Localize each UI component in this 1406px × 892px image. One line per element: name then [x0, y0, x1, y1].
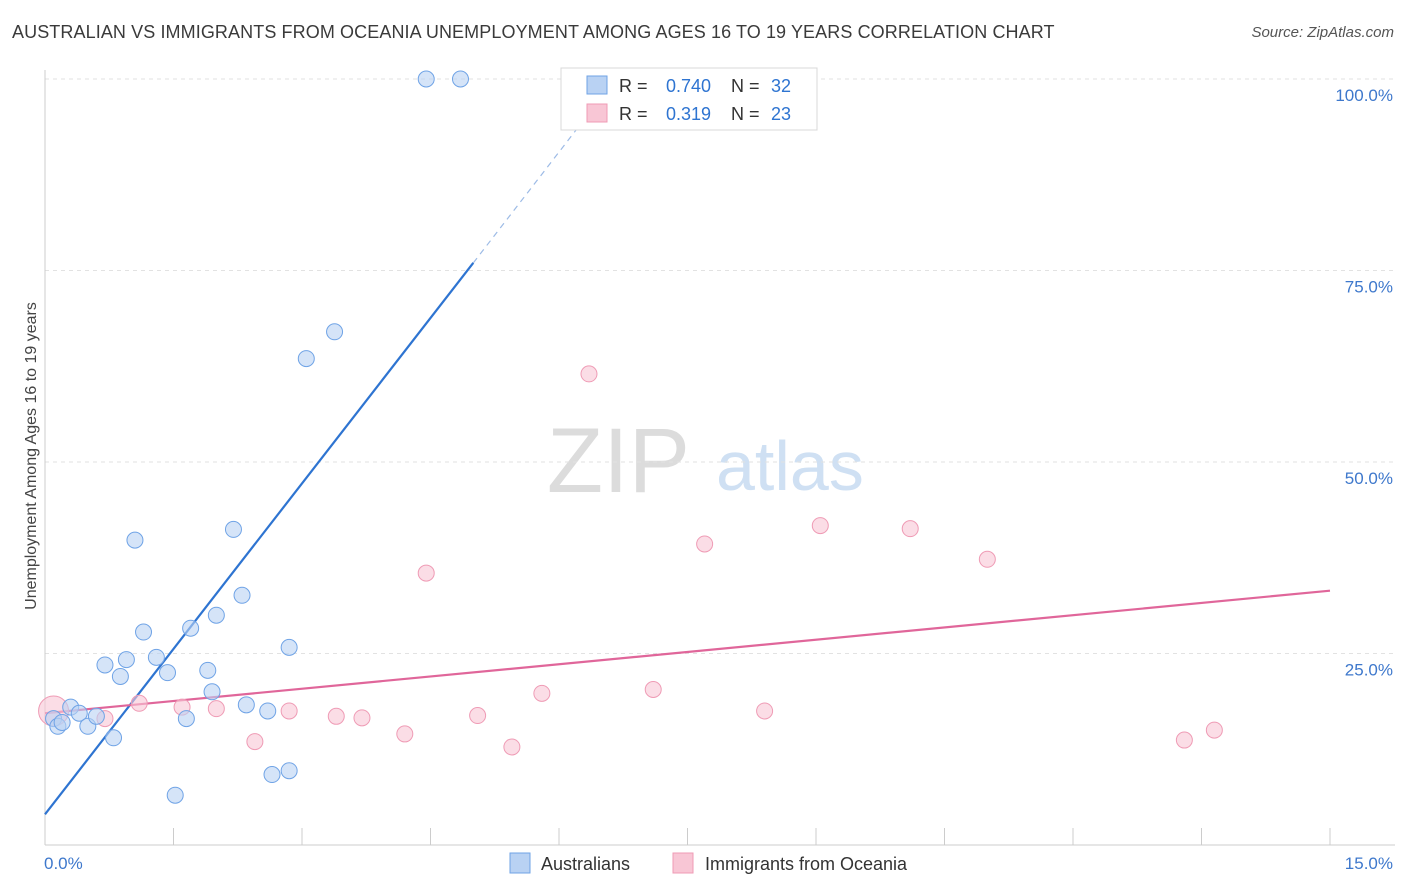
point-australians-16 [177, 710, 195, 728]
legend-stats-r-value-australians: 0.740 [666, 76, 711, 96]
point-oceania-21 [1175, 731, 1193, 749]
point-australians-24 [259, 702, 277, 720]
point-oceania-22 [1205, 721, 1223, 739]
y-tick-label-75: 75.0% [1345, 278, 1393, 297]
point-australians-27 [280, 762, 298, 780]
point-australians-19 [203, 683, 221, 701]
point-australians-23 [237, 696, 255, 714]
legend-stats-n-value-oceania: 23 [771, 104, 791, 124]
x-tick-label-15: 15.0% [1345, 854, 1393, 873]
legend-stats-swatch-australians [586, 75, 608, 95]
legend-label-australians: Australians [541, 854, 630, 874]
point-oceania-10 [417, 564, 435, 582]
point-australians-30 [417, 70, 435, 88]
trend-line-australians [44, 262, 475, 816]
trend-lines [44, 118, 1331, 816]
point-australians-25 [263, 766, 281, 784]
watermark-zip: ZIP [547, 410, 690, 512]
legend-stats: R = 0.740 N = 32 R = 0.319 N = 23 [560, 67, 818, 131]
y-axis-title: Unemployment Among Ages 16 to 19 years [23, 302, 40, 610]
point-australians-22 [233, 586, 251, 604]
point-australians-8 [105, 729, 123, 747]
y-tick-label-25: 25.0% [1345, 661, 1393, 680]
point-oceania-15 [644, 681, 662, 699]
point-oceania-12 [503, 738, 521, 756]
point-oceania-17 [756, 702, 774, 720]
point-oceania-6 [280, 702, 298, 720]
point-oceania-19 [901, 520, 919, 538]
gridlines [45, 78, 1395, 654]
point-australians-18 [199, 661, 217, 679]
point-oceania-13 [533, 684, 551, 702]
point-australians-20 [207, 606, 225, 624]
point-oceania-4 [207, 700, 225, 718]
legend-stats-n-label-oceania: N = [731, 104, 760, 124]
point-australians-17 [182, 619, 200, 637]
point-oceania-11 [469, 707, 487, 725]
legend-swatch-oceania [672, 852, 694, 874]
point-australians-11 [126, 531, 144, 549]
point-australians-6 [87, 707, 105, 725]
point-australians-26 [280, 638, 298, 656]
point-oceania-16 [696, 535, 714, 553]
point-oceania-9 [396, 725, 414, 743]
watermark-atlas: atlas [716, 427, 864, 505]
point-australians-9 [111, 667, 129, 685]
legend-stats-r-label-oceania: R = [619, 104, 648, 124]
trend-line-oceania [44, 589, 1331, 715]
point-oceania-7 [327, 707, 345, 725]
legend-stats-swatch-oceania [586, 103, 608, 123]
y-tick-label-100: 100.0% [1335, 86, 1393, 105]
point-oceania-20 [978, 550, 996, 568]
point-australians-4 [70, 704, 88, 722]
point-australians-13 [147, 648, 165, 666]
point-oceania-8 [353, 709, 371, 727]
chart-title: AUSTRALIAN VS IMMIGRANTS FROM OCEANIA UN… [12, 22, 1055, 42]
chart-source: Source: ZipAtlas.com [1251, 24, 1394, 41]
watermark: ZIP atlas [547, 410, 864, 512]
legend-stats-r-label-australians: R = [619, 76, 648, 96]
point-australians-29 [326, 323, 344, 341]
point-australians-2 [53, 713, 71, 731]
x-tick-label-0: 0.0% [44, 854, 83, 873]
legend-stats-n-label-australians: N = [731, 76, 760, 96]
y-tick-label-50: 50.0% [1345, 469, 1393, 488]
legend-swatch-australians [509, 852, 531, 874]
legend-stats-r-value-oceania: 0.319 [666, 104, 711, 124]
point-australians-31 [451, 70, 469, 88]
point-oceania-14 [580, 365, 598, 383]
point-australians-10 [117, 651, 135, 669]
point-australians-12 [135, 623, 153, 641]
point-oceania-18 [811, 517, 829, 535]
tick-labels: 25.0% 50.0% 75.0% 100.0% 0.0% 15.0% [44, 86, 1393, 873]
point-oceania-5 [246, 733, 264, 751]
point-australians-28 [297, 350, 315, 368]
point-australians-7 [96, 656, 114, 674]
point-australians-21 [224, 520, 242, 538]
legend-series: Australians Immigrants from Oceania [509, 852, 908, 874]
point-australians-14 [159, 664, 177, 682]
trend-line-extension-australians [472, 118, 586, 264]
data-points [38, 70, 1223, 804]
point-oceania-2 [130, 694, 148, 712]
point-australians-15 [166, 786, 184, 804]
legend-label-oceania: Immigrants from Oceania [705, 854, 908, 874]
legend-stats-n-value-australians: 32 [771, 76, 791, 96]
